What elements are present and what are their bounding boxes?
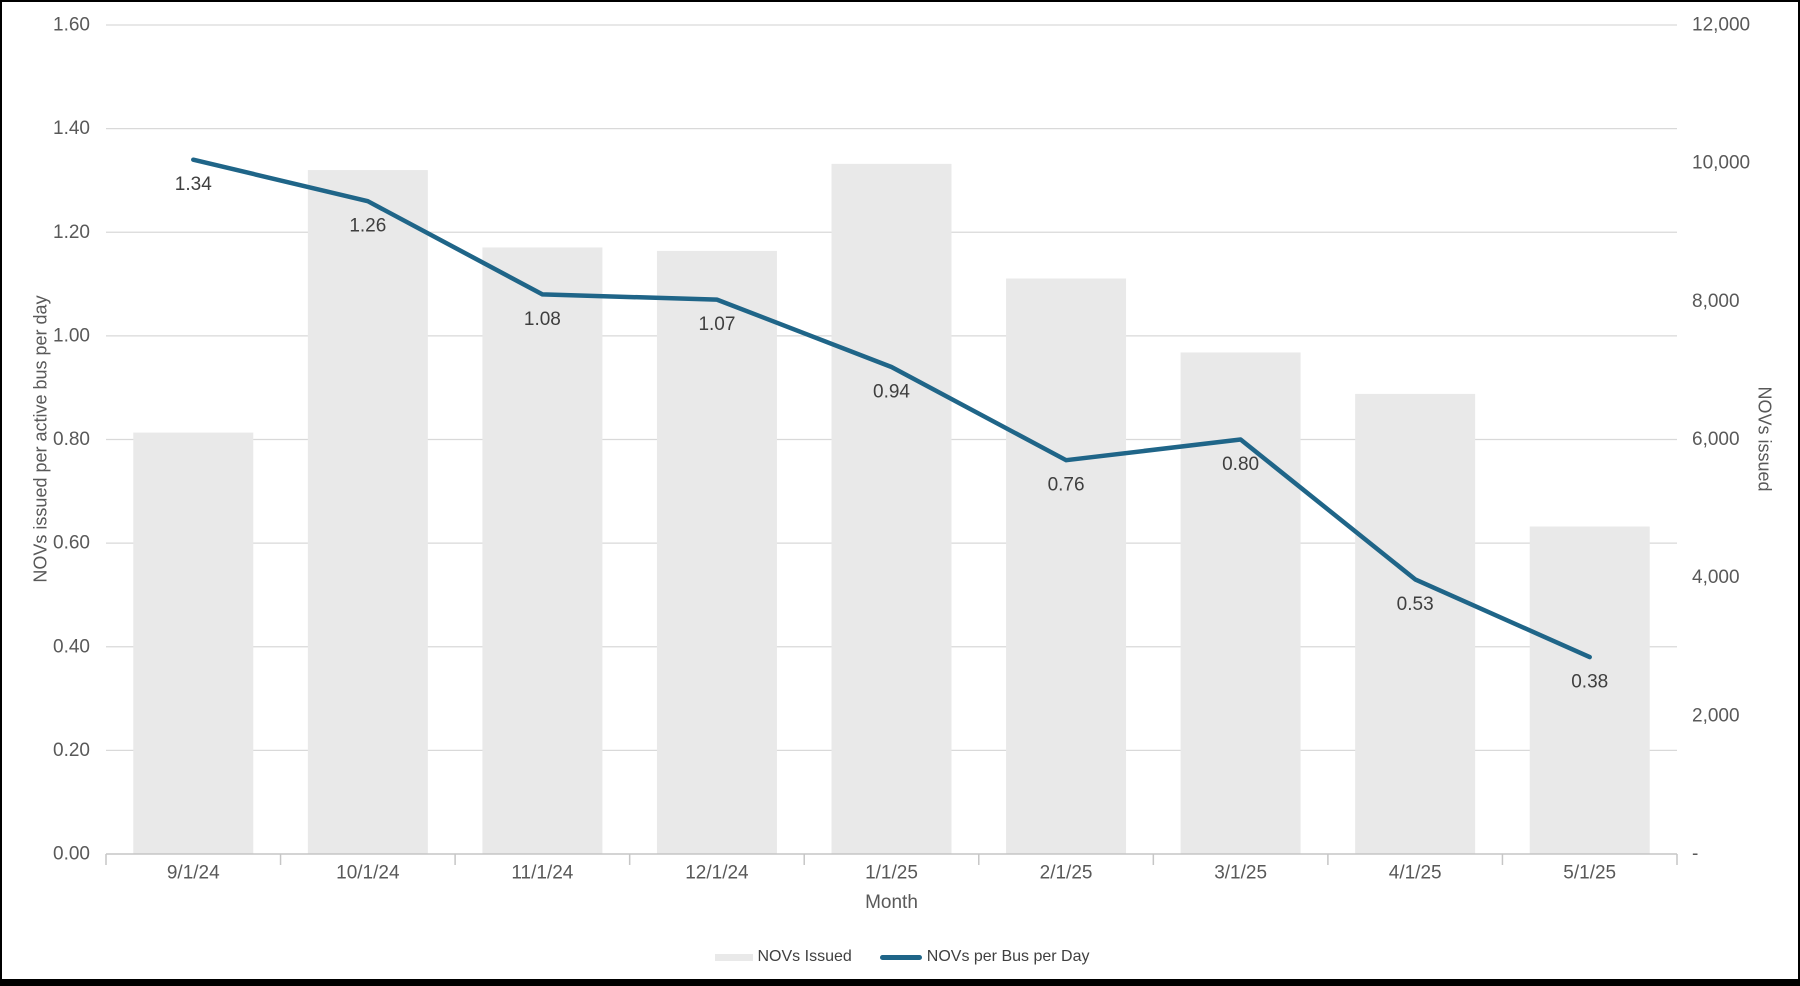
y-left-tick-label: 0.20 xyxy=(53,740,90,761)
x-category-label: 12/1/24 xyxy=(685,863,749,884)
line-data-label: 1.34 xyxy=(175,174,212,195)
legend-item-novs-issued: NOVs Issued xyxy=(714,948,852,966)
novs-per-bus-line xyxy=(191,157,1592,660)
x-category-label: 1/1/25 xyxy=(865,863,918,884)
line-data-label: 1.08 xyxy=(524,309,561,330)
line-data-label: 0.80 xyxy=(1222,454,1259,475)
bar-novs-issued xyxy=(656,250,777,855)
y-right-tick-label: 12,000 xyxy=(1692,15,1750,36)
line-data-label: 1.26 xyxy=(349,216,386,237)
right-axis-title: NOVs issued xyxy=(1754,386,1775,492)
line-data-label: 0.38 xyxy=(1571,672,1608,693)
left-axis-title: NOVs issued per active bus per day xyxy=(30,295,51,583)
x-category-label: 11/1/24 xyxy=(511,863,573,884)
x-category-label: 9/1/24 xyxy=(167,863,220,884)
y-right-tick-label: 4,000 xyxy=(1692,567,1740,588)
bar-novs-issued xyxy=(307,170,428,854)
bar-novs-issued xyxy=(1529,526,1650,854)
legend-label: NOVs per Bus per Day xyxy=(926,948,1090,965)
y-left-tick-label: 1.60 xyxy=(53,15,90,36)
legend-item-novs-per-bus: NOVs per Bus per Day xyxy=(879,948,1090,966)
y-right-tick-label: 8,000 xyxy=(1692,291,1740,312)
y-right-tick-label: - xyxy=(1692,844,1698,865)
line-data-label: 0.76 xyxy=(1048,475,1085,496)
bar-novs-issued xyxy=(1006,278,1127,854)
legend-label: NOVs Issued xyxy=(757,948,852,965)
y-right-tick-label: 6,000 xyxy=(1692,429,1740,450)
bar-novs-issued xyxy=(482,247,603,854)
y-right-tick-label: 2,000 xyxy=(1692,705,1740,726)
x-category-label: 10/1/24 xyxy=(336,863,400,884)
x-axis-title: Month xyxy=(865,892,918,913)
y-left-tick-label: 0.60 xyxy=(53,533,90,554)
legend: NOVs Issued NOVs per Bus per Day xyxy=(2,943,1798,971)
line-series-swatch xyxy=(879,954,922,960)
y-left-tick-label: 0.80 xyxy=(53,429,90,450)
y-right-tick-label: 10,000 xyxy=(1692,153,1750,174)
line-data-label: 0.53 xyxy=(1397,594,1434,615)
x-category-label: 3/1/25 xyxy=(1214,863,1267,884)
x-category-label: 2/1/25 xyxy=(1040,863,1093,884)
bar-novs-issued xyxy=(133,432,254,854)
bar-series-swatch xyxy=(714,953,753,961)
line-data-label: 0.94 xyxy=(873,381,910,402)
bar-novs-issued xyxy=(1355,393,1476,854)
line-data-label: 1.07 xyxy=(698,314,735,335)
y-left-tick-label: 0.00 xyxy=(53,844,90,865)
y-left-tick-label: 1.20 xyxy=(53,222,90,243)
y-left-tick-label: 1.40 xyxy=(53,118,90,139)
x-category-label: 4/1/25 xyxy=(1389,863,1442,884)
x-category-label: 5/1/25 xyxy=(1563,863,1616,884)
bar-novs-issued xyxy=(831,163,952,855)
bar-novs-issued xyxy=(1180,352,1301,854)
y-left-tick-label: 1.00 xyxy=(53,325,90,346)
y-left-tick-label: 0.40 xyxy=(53,636,90,657)
